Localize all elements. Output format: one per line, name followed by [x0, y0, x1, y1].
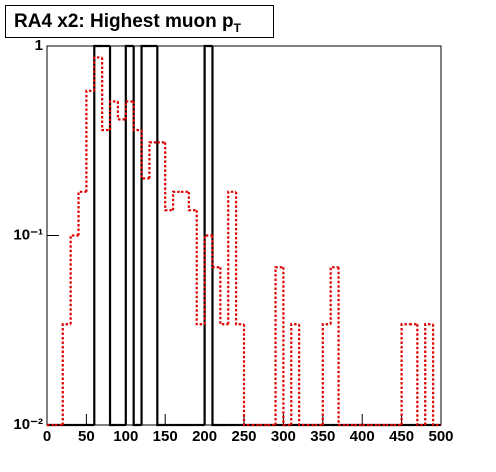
chart-title: RA4 x2: Highest muon pT [14, 11, 242, 35]
histogram-bin [432, 324, 441, 427]
histogram-bin [242, 324, 252, 427]
histogram-bin [298, 324, 308, 427]
histogram-bin [93, 56, 103, 91]
y-tick-label: 10⁻² [13, 416, 43, 433]
x-tick-label: 150 [153, 428, 178, 445]
title-box [5, 5, 274, 38]
histogram-bin [140, 44, 150, 425]
histogram-bin [93, 44, 103, 425]
histogram-bin [211, 46, 221, 427]
y-tick-label: 10⁻¹ [13, 226, 43, 243]
y-tick-label: 1 [35, 37, 43, 54]
histogram-bin [321, 323, 331, 425]
x-tick-label: 300 [271, 428, 296, 445]
histogram-bin [77, 190, 87, 236]
histogram-bin [171, 190, 181, 211]
histogram-bin [195, 210, 205, 326]
x-tick-label: 200 [192, 428, 217, 445]
histogram-bin [156, 46, 166, 427]
title-text: RA4 x2: Highest muon p [14, 11, 234, 32]
histogram-bin [203, 44, 213, 425]
histogram-bin [124, 44, 134, 425]
histogram-bin [227, 190, 237, 325]
histogram-bin [219, 267, 229, 326]
histogram-bin [124, 100, 134, 120]
histogram-bin [235, 191, 244, 326]
histogram-bin [108, 100, 118, 131]
x-tick-label: 450 [389, 428, 414, 445]
histogram-bin [282, 267, 292, 427]
histogram-bin [274, 266, 284, 425]
title-subscript: T [234, 21, 242, 35]
x-tick-label: 250 [231, 428, 256, 445]
histogram-bin [61, 323, 71, 425]
x-tick-label: 50 [78, 428, 95, 445]
histogram-bin [85, 89, 95, 192]
histogram-bin [424, 323, 434, 425]
histogram-bin [187, 191, 197, 212]
histogram-bin [148, 141, 158, 179]
x-tick-label: 0 [43, 428, 51, 445]
histogram-bin [211, 235, 221, 269]
histogram-bin [416, 324, 426, 427]
histogram-bin [290, 323, 300, 425]
histogram-bin [132, 101, 142, 132]
histogram-bin [164, 142, 174, 212]
histogram-bin [337, 267, 347, 427]
x-tick-label: 400 [350, 428, 375, 445]
x-tick-label: 500 [428, 428, 453, 445]
histogram-bin [108, 46, 118, 427]
histogram-bin [101, 57, 111, 132]
x-tick-label: 350 [310, 428, 335, 445]
x-tick-label: 100 [113, 428, 138, 445]
histogram-bin [116, 101, 126, 121]
histogram-bin [400, 323, 410, 425]
histogram-bin [132, 46, 142, 427]
histogram-bin [329, 266, 339, 325]
